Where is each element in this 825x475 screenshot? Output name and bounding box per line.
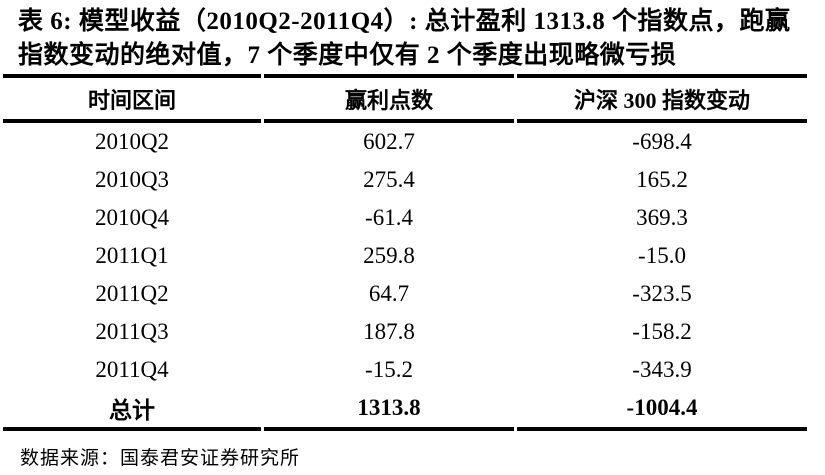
period-cell: 2011Q4 — [95, 357, 169, 382]
table-header-row: 时间区间 赢利点数 沪深 300 指数变动 — [3, 74, 807, 123]
total-profit-cell: 1313.8 — [264, 389, 514, 431]
index-change-cell: -698.4 — [632, 129, 692, 154]
index-change-cell: -158.2 — [632, 319, 692, 344]
returns-table: 时间区间 赢利点数 沪深 300 指数变动 2010Q2 602.7 -698.… — [0, 74, 810, 431]
total-index-change-cell: -1004.4 — [517, 389, 807, 431]
table-row: 2011Q1 259.8 -15.0 — [3, 237, 807, 275]
period-cell: 2010Q2 — [94, 129, 170, 154]
table-row: 2010Q4 -61.4 369.3 — [3, 199, 807, 237]
period-cell: 2011Q3 — [95, 319, 169, 344]
profit-cell: 187.8 — [363, 319, 415, 344]
header-index-change: 沪深 300 指数变动 — [517, 74, 807, 123]
table-title-line2: 指数变动的绝对值，7 个季度中仅有 2 个季度出现略微亏损 — [18, 42, 677, 69]
period-cell: 2010Q4 — [94, 205, 170, 230]
table-title-line1: 表 6: 模型收益（2010Q2-2011Q4）: 总计盈利 1313.8 个指… — [18, 8, 791, 35]
index-change-cell: 165.2 — [636, 167, 688, 192]
table-row: 2010Q2 602.7 -698.4 — [3, 123, 807, 161]
profit-cell: -61.4 — [365, 205, 413, 230]
header-period: 时间区间 — [3, 74, 261, 123]
table-row: 2011Q4 -15.2 -343.9 — [3, 351, 807, 389]
header-profit-points: 赢利点数 — [264, 74, 514, 123]
index-change-cell: -15.0 — [638, 243, 686, 268]
index-change-cell: -343.9 — [632, 357, 692, 382]
table-row: 2010Q3 275.4 165.2 — [3, 161, 807, 199]
index-change-cell: 369.3 — [636, 205, 688, 230]
profit-cell: -15.2 — [365, 357, 413, 382]
period-cell: 2010Q3 — [94, 167, 170, 192]
profit-cell: 602.7 — [363, 129, 415, 154]
table-total-row: 总计 1313.8 -1004.4 — [3, 389, 807, 431]
profit-cell: 275.4 — [363, 167, 415, 192]
profit-cell: 259.8 — [363, 243, 415, 268]
table-title: 表 6: 模型收益（2010Q2-2011Q4）: 总计盈利 1313.8 个指… — [0, 0, 825, 73]
period-cell: 2011Q2 — [95, 281, 169, 306]
index-change-cell: -323.5 — [632, 281, 692, 306]
profit-cell: 64.7 — [368, 281, 410, 306]
period-cell: 2011Q1 — [95, 243, 169, 268]
total-label-cell: 总计 — [3, 389, 261, 431]
table-row: 2011Q3 187.8 -158.2 — [3, 313, 807, 351]
data-source-note: 数据来源：国泰君安证券研究所 — [20, 448, 301, 469]
table-row: 2011Q2 64.7 -323.5 — [3, 275, 807, 313]
